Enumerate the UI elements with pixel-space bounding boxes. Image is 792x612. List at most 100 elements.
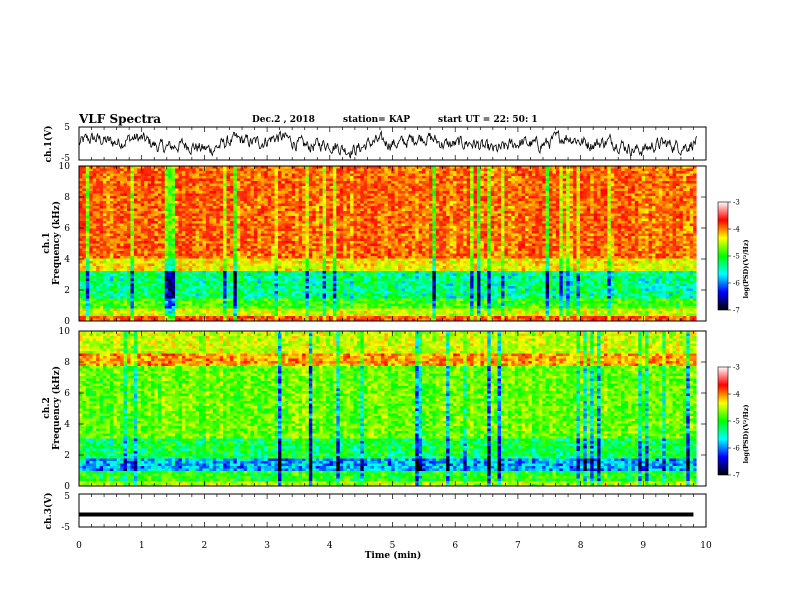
ch1-spectrogram-cell: [79, 273, 83, 277]
ch1-spectrogram-cell: [178, 288, 183, 292]
ch1-spectrogram-cell: [219, 313, 224, 317]
ch1-spectrogram-cell: [154, 178, 159, 182]
ch1-spectrogram-cell: [109, 176, 114, 179]
ch1-spectrogram-cell: [181, 286, 186, 289]
ch1-spectrogram-cell: [236, 273, 241, 277]
ch1-spectrogram-cell: [332, 278, 337, 282]
ch1-spectrogram-cell: [346, 201, 351, 204]
ch1-spectrogram-cell: [271, 293, 275, 297]
ch1-spectrogram-cell: [188, 221, 193, 224]
ch1-spectrogram-cell: [315, 201, 320, 204]
ch1-spectrogram-cell: [295, 278, 299, 282]
ch1-spectrogram-cell: [326, 173, 330, 177]
ch1-spectrogram-cell: [260, 293, 265, 297]
ch1-spectrogram-cell: [278, 216, 282, 219]
ch1-spectrogram-cell: [109, 268, 114, 272]
ch1-spectrogram-cell: [298, 168, 303, 172]
ch1-spectrogram-cell: [192, 168, 197, 172]
ch1-spectrogram-cell: [99, 303, 104, 307]
ch1-spectrogram-cell: [216, 243, 221, 247]
ch1-spectrogram-cell: [195, 271, 200, 274]
ch1-spectrogram-cell: [284, 176, 289, 179]
ch1-spectrogram-cell: [229, 258, 234, 262]
ch1-spectrogram-cell: [339, 178, 344, 182]
ch1-spectrogram-cell: [305, 251, 310, 254]
ch1-spectrogram-cell: [322, 271, 327, 274]
ch1-spectrogram-cell: [339, 198, 344, 202]
ch1-spectrogram-cell: [205, 178, 210, 182]
ch1-spectrogram-cell: [92, 256, 97, 259]
ch1-spectrogram-cell: [161, 311, 166, 314]
ch1-spectrogram-cell: [89, 223, 94, 227]
ch1-spectrogram-cell: [288, 166, 293, 169]
ch1-spectrogram-cell: [233, 206, 238, 209]
ch1-spectrogram-cell: [346, 176, 351, 179]
ch1-spectrogram-cell: [326, 186, 330, 189]
ch1-spectrogram-cell: [157, 311, 162, 314]
ch1-spectrogram-cell: [219, 283, 224, 287]
ch1-spectrogram-cell: [284, 211, 289, 214]
ch1-spectrogram-cell: [96, 246, 100, 249]
ch1-spectrogram-cell: [151, 228, 155, 232]
ch1-spectrogram-cell: [253, 246, 258, 249]
ch1-spectrogram-cell: [274, 296, 279, 299]
ch1-spectrogram-cell: [278, 266, 282, 269]
ch1-spectrogram-cell: [140, 298, 145, 302]
ch1-spectrogram-cell: [140, 251, 145, 254]
ch1-spectrogram-cell: [308, 243, 313, 247]
ch1-spectrogram-cell: [240, 246, 245, 249]
ch1-spectrogram-cell: [212, 201, 217, 204]
ch1-spectrogram-cell: [175, 318, 179, 322]
ch1-spectrogram-cell: [140, 318, 145, 322]
ch1-spectrogram-cell: [312, 301, 317, 304]
ch1-spectrogram-cell: [137, 233, 142, 237]
ch1-spectrogram-cell: [192, 281, 197, 284]
ch1-spectrogram-cell: [113, 296, 118, 299]
ch1-spectrogram-cell: [127, 256, 131, 259]
ch1-spectrogram-cell: [133, 316, 138, 319]
ch1-spectrogram-cell: [212, 228, 217, 232]
ch1-spectrogram-cell: [332, 166, 337, 169]
ch1-spectrogram-cell: [96, 288, 100, 292]
ch1-spectrogram-cell: [188, 301, 193, 304]
ch1-spectrogram-cell: [305, 278, 310, 282]
ch1-spectrogram-cell: [267, 246, 272, 249]
ch1-spectrogram-cell: [151, 271, 155, 274]
ch1-spectrogram-cell: [89, 236, 94, 239]
ch1-spectrogram-cell: [319, 238, 324, 242]
ch1-spectrogram-cell: [322, 296, 327, 299]
ch1-spectrogram-cell: [144, 211, 149, 214]
ch1-spectrogram-cell: [82, 223, 87, 227]
ch1-spectrogram-cell: [302, 276, 306, 279]
ch1-spectrogram-cell: [175, 216, 179, 219]
ch1-spectrogram-cell: [223, 203, 227, 207]
ch1-spectrogram-cell: [253, 268, 258, 272]
ch1-spectrogram-cell: [233, 258, 238, 262]
ch1-spectrogram-cell: [116, 238, 121, 242]
ch1-spectrogram-cell: [161, 171, 166, 174]
ch1-spectrogram-cell: [82, 221, 87, 224]
ch1-spectrogram-cell: [113, 238, 118, 242]
ch1-spectrogram-cell: [144, 198, 149, 202]
ch1-spectrogram-cell: [130, 233, 135, 237]
ch1-spectrogram-cell: [96, 271, 100, 274]
ch1-spectrogram-cell: [188, 218, 193, 222]
ch1-spectrogram-cell: [298, 241, 303, 244]
ch1-spectrogram-cell: [113, 196, 118, 199]
ch1-spectrogram-cell: [120, 208, 124, 212]
ch1-spectrogram-cell: [319, 281, 324, 284]
ch1-spectrogram-cell: [298, 273, 303, 277]
ch1-spectrogram-cell: [168, 188, 173, 192]
ch1-spectrogram-cell: [154, 211, 159, 214]
ch1-spectrogram-cell: [315, 306, 320, 309]
ch1-spectrogram-cell: [298, 303, 303, 307]
ch1-spectrogram-cell: [175, 226, 179, 229]
ch1-spectrogram-cell: [274, 198, 279, 202]
ch1-spectrogram-cell: [233, 168, 238, 172]
ch1-spectrogram-cell: [284, 208, 289, 212]
ch1-spectrogram-cell: [329, 221, 334, 224]
ch1-spectrogram-cell: [147, 181, 152, 184]
ch1-spectrogram-cell: [346, 198, 351, 202]
ch1-spectrogram-cell: [202, 248, 207, 252]
ch1-spectrogram-cell: [223, 268, 227, 272]
